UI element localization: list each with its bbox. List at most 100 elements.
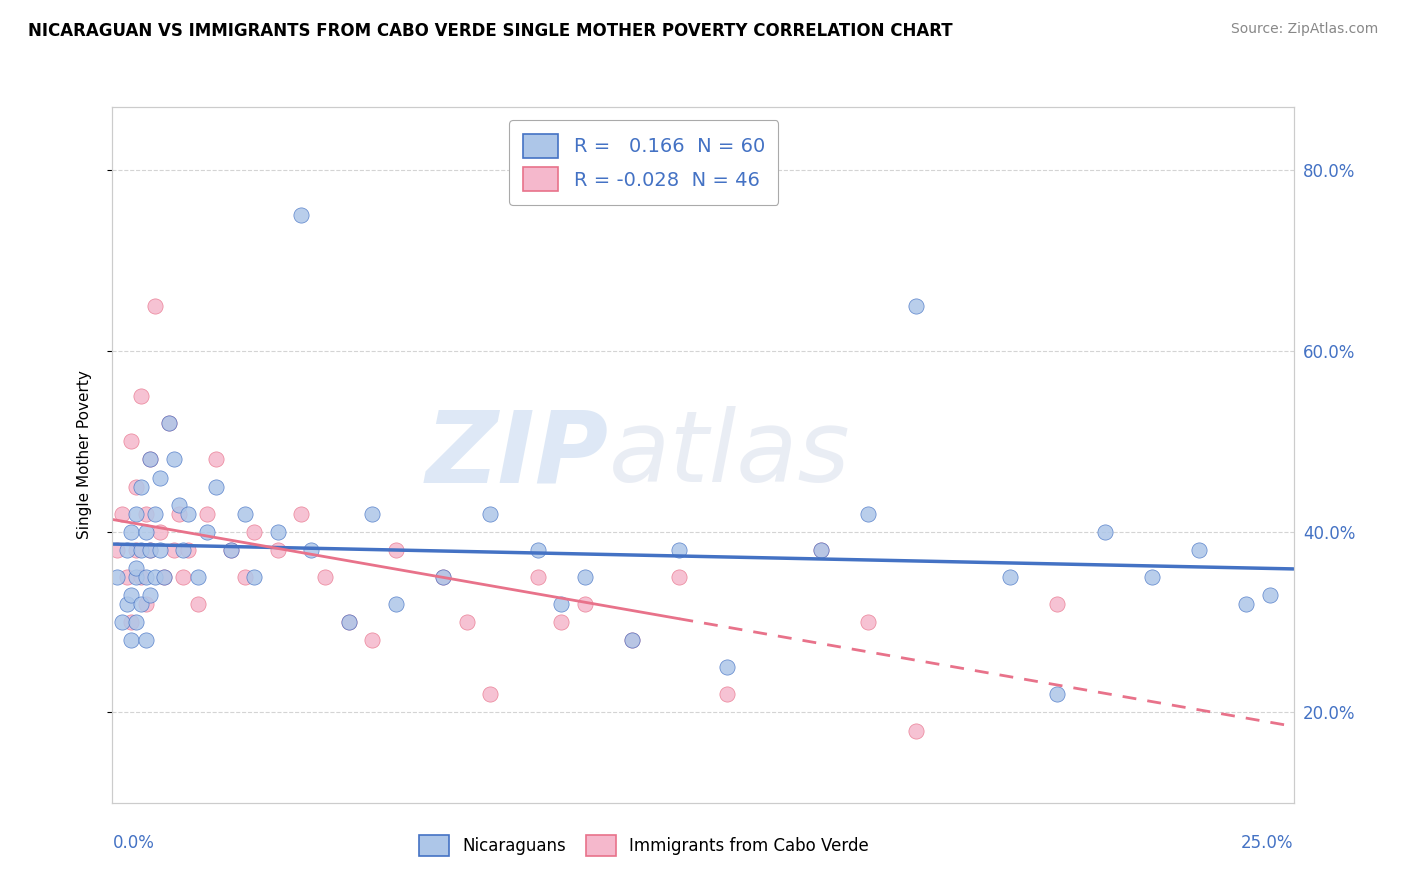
Point xyxy=(186,570,208,584)
Point xyxy=(120,615,142,629)
Point xyxy=(1258,588,1281,602)
Point xyxy=(135,524,157,539)
Point xyxy=(139,452,162,467)
Point xyxy=(157,417,180,431)
Point xyxy=(143,299,166,313)
Point xyxy=(149,524,172,539)
Point xyxy=(129,479,152,493)
Point xyxy=(149,542,172,557)
Point xyxy=(432,570,454,584)
Point xyxy=(205,452,228,467)
Point xyxy=(550,615,572,629)
Point xyxy=(139,588,162,602)
Point xyxy=(233,570,256,584)
Point xyxy=(233,507,256,521)
Text: ZIP: ZIP xyxy=(426,407,609,503)
Point xyxy=(120,524,142,539)
Point xyxy=(432,570,454,584)
Point xyxy=(125,507,148,521)
Text: 25.0%: 25.0% xyxy=(1241,834,1294,852)
Point xyxy=(479,687,502,701)
Point xyxy=(129,389,152,403)
Text: atlas: atlas xyxy=(609,407,851,503)
Point xyxy=(115,542,138,557)
Point xyxy=(135,633,157,648)
Point xyxy=(115,570,138,584)
Point xyxy=(621,633,644,648)
Point xyxy=(337,615,360,629)
Point xyxy=(1094,524,1116,539)
Point xyxy=(858,507,880,521)
Point xyxy=(167,498,190,512)
Point xyxy=(574,597,596,611)
Point xyxy=(143,507,166,521)
Point xyxy=(361,507,384,521)
Point xyxy=(998,570,1021,584)
Text: NICARAGUAN VS IMMIGRANTS FROM CABO VERDE SINGLE MOTHER POVERTY CORRELATION CHART: NICARAGUAN VS IMMIGRANTS FROM CABO VERDE… xyxy=(28,22,953,40)
Point xyxy=(105,542,128,557)
Point xyxy=(1140,570,1163,584)
Point xyxy=(243,570,266,584)
Point xyxy=(385,597,408,611)
Point xyxy=(219,542,242,557)
Point xyxy=(129,542,152,557)
Point xyxy=(111,507,134,521)
Point xyxy=(668,542,690,557)
Point xyxy=(267,542,290,557)
Point xyxy=(163,452,186,467)
Point xyxy=(716,660,738,674)
Point xyxy=(163,542,186,557)
Point xyxy=(125,615,148,629)
Point xyxy=(219,542,242,557)
Point xyxy=(574,570,596,584)
Text: Source: ZipAtlas.com: Source: ZipAtlas.com xyxy=(1230,22,1378,37)
Point xyxy=(1046,597,1069,611)
Point xyxy=(125,542,148,557)
Point xyxy=(290,209,312,223)
Point xyxy=(526,542,548,557)
Point xyxy=(267,524,290,539)
Point xyxy=(337,615,360,629)
Point xyxy=(904,723,927,738)
Point xyxy=(157,417,180,431)
Point xyxy=(129,570,152,584)
Point xyxy=(1188,542,1211,557)
Point xyxy=(172,570,194,584)
Y-axis label: Single Mother Poverty: Single Mother Poverty xyxy=(77,370,91,540)
Point xyxy=(290,507,312,521)
Text: 0.0%: 0.0% xyxy=(112,834,155,852)
Point xyxy=(361,633,384,648)
Point xyxy=(120,434,142,449)
Point xyxy=(153,570,176,584)
Point xyxy=(125,479,148,493)
Point xyxy=(153,570,176,584)
Point xyxy=(716,687,738,701)
Point xyxy=(143,570,166,584)
Point xyxy=(149,470,172,484)
Point xyxy=(810,542,832,557)
Point xyxy=(135,570,157,584)
Point xyxy=(668,570,690,584)
Point xyxy=(314,570,336,584)
Legend: Nicaraguans, Immigrants from Cabo Verde: Nicaraguans, Immigrants from Cabo Verde xyxy=(411,827,877,864)
Point xyxy=(1234,597,1257,611)
Point xyxy=(550,597,572,611)
Point xyxy=(1046,687,1069,701)
Point xyxy=(526,570,548,584)
Point xyxy=(904,299,927,313)
Point xyxy=(177,542,200,557)
Point xyxy=(243,524,266,539)
Point xyxy=(299,542,322,557)
Point xyxy=(385,542,408,557)
Point xyxy=(135,597,157,611)
Point xyxy=(115,597,138,611)
Point xyxy=(125,570,148,584)
Point xyxy=(172,542,194,557)
Point xyxy=(479,507,502,521)
Point xyxy=(129,597,152,611)
Point xyxy=(120,588,142,602)
Point xyxy=(139,452,162,467)
Point xyxy=(135,507,157,521)
Point xyxy=(139,542,162,557)
Point xyxy=(186,597,208,611)
